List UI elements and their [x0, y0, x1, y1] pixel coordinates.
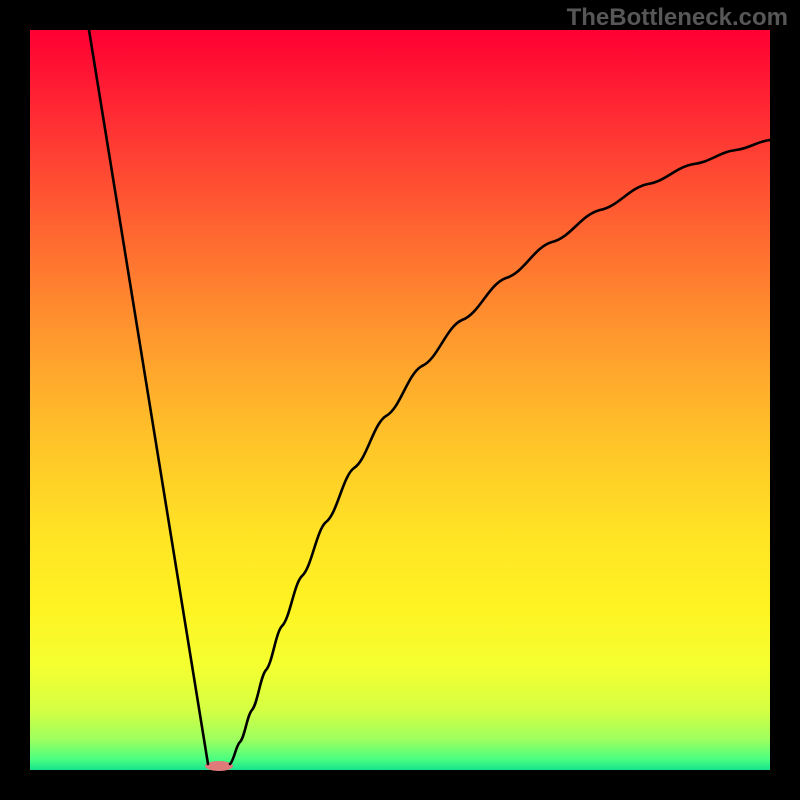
chart-container: TheBottleneck.com — [0, 0, 800, 800]
bottleneck-chart — [0, 0, 800, 800]
optimum-marker — [205, 761, 233, 771]
watermark-text: TheBottleneck.com — [567, 4, 788, 32]
